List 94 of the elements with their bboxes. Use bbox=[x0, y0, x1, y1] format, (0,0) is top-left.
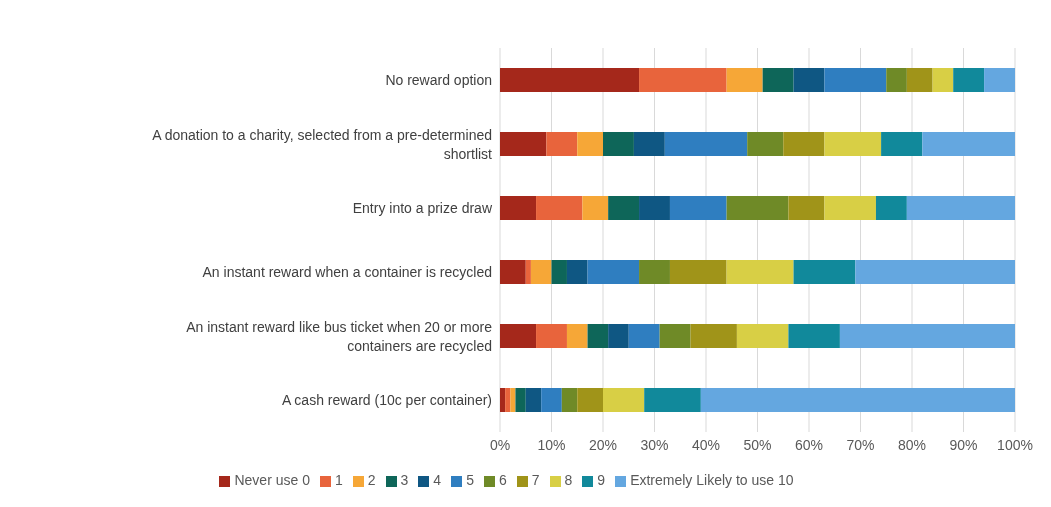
x-tick-label: 100% bbox=[997, 436, 1033, 453]
bar bbox=[500, 196, 537, 220]
legend-label: 9 bbox=[597, 472, 606, 488]
y-tick-label: Entry into a prize draw bbox=[352, 200, 493, 216]
bar bbox=[726, 196, 789, 220]
bar bbox=[500, 132, 547, 156]
bar bbox=[906, 68, 933, 92]
bar bbox=[587, 260, 640, 284]
bar bbox=[510, 388, 516, 412]
bar bbox=[659, 324, 691, 348]
bar bbox=[525, 260, 531, 284]
bar bbox=[906, 196, 1015, 220]
y-tick-label: A donation to a charity, selected from a pre-determined shortlist bbox=[152, 126, 493, 162]
bar bbox=[500, 260, 526, 284]
bar bbox=[669, 196, 727, 220]
bar bbox=[505, 388, 511, 412]
bar bbox=[639, 260, 670, 284]
bar bbox=[881, 132, 923, 156]
legend-label: Extremely Likely to use 10 bbox=[630, 472, 794, 488]
bar bbox=[546, 132, 578, 156]
x-tick-label: 20% bbox=[588, 436, 618, 453]
bar bbox=[525, 388, 542, 412]
bar bbox=[875, 196, 907, 220]
bar bbox=[793, 260, 856, 284]
bar bbox=[639, 196, 670, 220]
bar bbox=[644, 388, 701, 412]
legend-label: 5 bbox=[466, 472, 474, 488]
bar bbox=[530, 260, 552, 284]
x-tick-label: 40% bbox=[691, 436, 721, 453]
bar bbox=[608, 324, 629, 348]
y-tick-label: An instant reward when a container is recycled bbox=[202, 264, 492, 280]
bar bbox=[566, 260, 588, 284]
bar bbox=[783, 132, 825, 156]
bar bbox=[536, 324, 567, 348]
x-tick-label: 0% bbox=[489, 436, 511, 453]
x-tick-label: 90% bbox=[949, 436, 978, 453]
bar bbox=[541, 388, 562, 412]
bar bbox=[500, 324, 537, 348]
bar bbox=[587, 324, 609, 348]
bar bbox=[700, 388, 1015, 412]
bar bbox=[793, 68, 825, 92]
bar bbox=[762, 68, 794, 92]
bar bbox=[628, 324, 660, 348]
x-tick-label: 50% bbox=[743, 436, 772, 453]
x-tick-label: 30% bbox=[640, 436, 669, 453]
bar bbox=[690, 324, 737, 348]
bar bbox=[953, 68, 985, 92]
x-tick-label: 60% bbox=[794, 436, 824, 453]
bar bbox=[608, 196, 640, 220]
bar bbox=[664, 132, 748, 156]
bar bbox=[566, 324, 588, 348]
bar bbox=[500, 68, 640, 92]
bar bbox=[500, 388, 506, 412]
bar bbox=[577, 132, 603, 156]
y-tick-label: No reward option bbox=[385, 72, 492, 88]
legend-label: 8 bbox=[564, 472, 573, 488]
legend-label: 2 bbox=[367, 472, 376, 488]
y-tick-label: An instant reward like bus ticket when 20 or more containers are recycled bbox=[186, 318, 493, 354]
x-tick-label: 70% bbox=[846, 436, 875, 453]
bar bbox=[788, 324, 840, 348]
legend-label: 4 bbox=[433, 472, 442, 488]
legend-label: 6 bbox=[498, 472, 507, 488]
bar bbox=[984, 68, 1015, 92]
bar bbox=[747, 132, 784, 156]
bar bbox=[824, 196, 876, 220]
bar bbox=[603, 132, 634, 156]
bar bbox=[561, 388, 578, 412]
bar bbox=[886, 68, 907, 92]
bar bbox=[633, 132, 665, 156]
bar bbox=[582, 196, 609, 220]
legend-label: 7 bbox=[531, 472, 540, 488]
bar bbox=[922, 132, 1015, 156]
bar bbox=[551, 260, 567, 284]
bar bbox=[639, 68, 727, 92]
legend-label: 1 bbox=[334, 472, 343, 488]
bar bbox=[932, 68, 954, 92]
legend-label: Never use 0 bbox=[234, 472, 310, 488]
bar bbox=[515, 388, 526, 412]
bar bbox=[726, 260, 794, 284]
bar bbox=[669, 260, 727, 284]
x-tick-label: 10% bbox=[537, 436, 566, 453]
bar bbox=[736, 324, 789, 348]
bar bbox=[855, 260, 1015, 284]
bar bbox=[788, 196, 825, 220]
bar bbox=[824, 132, 882, 156]
bar bbox=[577, 388, 603, 412]
x-tick-label: 80% bbox=[897, 436, 927, 453]
bar bbox=[839, 324, 1015, 348]
legend-label: 3 bbox=[400, 472, 409, 488]
bar bbox=[824, 68, 887, 92]
y-tick-label: A cash reward (10c per container) bbox=[281, 392, 492, 408]
bar bbox=[603, 388, 645, 412]
bar bbox=[536, 196, 583, 220]
bar bbox=[726, 68, 763, 92]
